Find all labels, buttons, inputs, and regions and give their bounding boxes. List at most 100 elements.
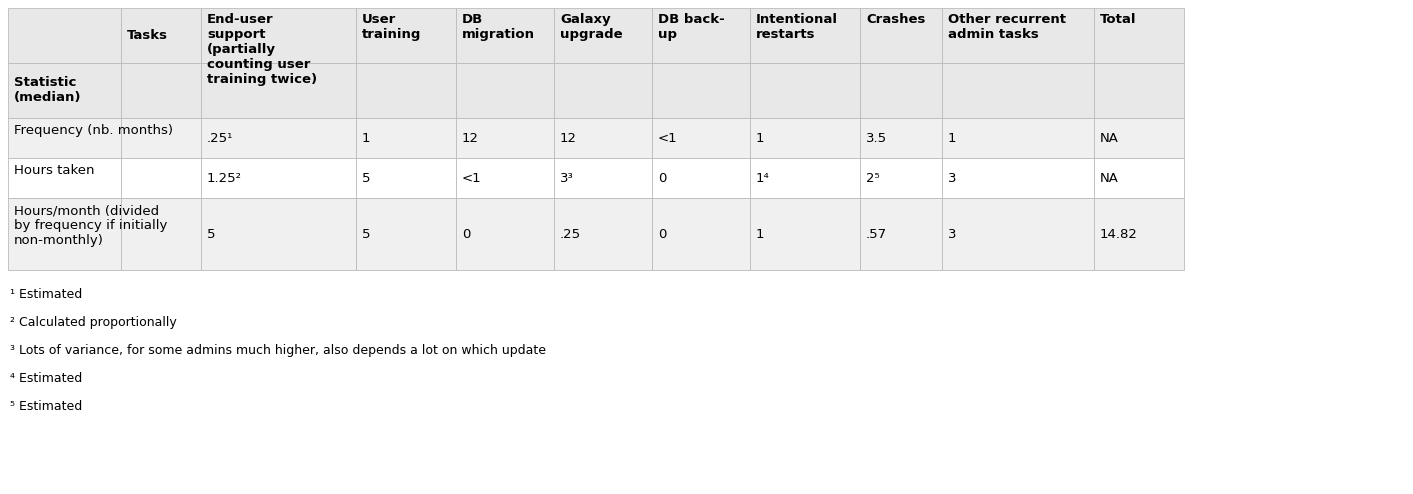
Bar <box>651 158 750 198</box>
Text: 0: 0 <box>658 228 667 241</box>
Text: ⁴ Estimated: ⁴ Estimated <box>10 372 82 385</box>
Text: 5: 5 <box>362 171 370 184</box>
Text: ² Calculated proportionally: ² Calculated proportionally <box>10 316 177 329</box>
Bar <box>651 198 750 270</box>
Bar <box>1094 8 1184 63</box>
Text: 1: 1 <box>948 131 957 145</box>
Text: DB back-
up: DB back- up <box>658 13 725 41</box>
Bar <box>122 63 201 118</box>
Text: DB
migration: DB migration <box>462 13 536 41</box>
Text: 14.82: 14.82 <box>1099 228 1137 241</box>
Bar <box>356 118 456 158</box>
Text: Crashes: Crashes <box>866 13 926 26</box>
Text: .57: .57 <box>866 228 887 241</box>
Text: 12: 12 <box>560 131 577 145</box>
Bar <box>8 63 122 118</box>
Text: <1: <1 <box>658 131 678 145</box>
Text: 12: 12 <box>462 131 479 145</box>
Bar <box>456 158 554 198</box>
Bar <box>356 158 456 198</box>
Bar <box>201 8 356 63</box>
Bar <box>356 63 456 118</box>
Text: .25: .25 <box>560 228 581 241</box>
Bar <box>1094 63 1184 118</box>
Bar <box>456 63 554 118</box>
Text: ⁵ Estimated: ⁵ Estimated <box>10 400 82 413</box>
Text: Statistic
(median): Statistic (median) <box>14 77 82 105</box>
Text: Frequency (nb. months): Frequency (nb. months) <box>14 124 172 137</box>
Text: 1: 1 <box>362 131 370 145</box>
Bar <box>554 118 651 158</box>
Text: ¹ Estimated: ¹ Estimated <box>10 288 82 301</box>
Bar <box>201 198 356 270</box>
Bar <box>750 118 861 158</box>
Bar <box>201 158 356 198</box>
Bar <box>554 8 651 63</box>
Text: 0: 0 <box>462 228 471 241</box>
Bar <box>8 118 122 158</box>
Bar <box>456 198 554 270</box>
Bar <box>861 8 942 63</box>
Text: 3.5: 3.5 <box>866 131 887 145</box>
Text: Hours/month (divided
by frequency if initially
non-monthly): Hours/month (divided by frequency if ini… <box>14 204 167 247</box>
Text: 3³: 3³ <box>560 171 574 184</box>
Bar <box>651 8 750 63</box>
Bar <box>750 158 861 198</box>
Bar <box>1094 118 1184 158</box>
Bar <box>122 198 201 270</box>
Text: <1: <1 <box>462 171 482 184</box>
Bar <box>942 198 1094 270</box>
Bar <box>750 63 861 118</box>
Text: Hours taken: Hours taken <box>14 164 95 177</box>
Bar <box>1094 198 1184 270</box>
Bar <box>356 198 456 270</box>
Bar <box>861 158 942 198</box>
Bar <box>861 63 942 118</box>
Bar <box>554 158 651 198</box>
Text: 3: 3 <box>948 171 957 184</box>
Text: Intentional
restarts: Intentional restarts <box>756 13 838 41</box>
Text: 1: 1 <box>756 131 764 145</box>
Text: 1.25²: 1.25² <box>206 171 242 184</box>
Text: Tasks: Tasks <box>127 29 168 42</box>
Bar <box>456 8 554 63</box>
Bar <box>750 8 861 63</box>
Bar <box>942 63 1094 118</box>
Text: 1⁴: 1⁴ <box>756 171 770 184</box>
Bar <box>201 63 356 118</box>
Text: NA: NA <box>1099 131 1119 145</box>
Bar <box>8 198 122 270</box>
Text: User
training: User training <box>362 13 421 41</box>
Bar <box>122 118 201 158</box>
Bar <box>554 198 651 270</box>
Bar <box>942 158 1094 198</box>
Bar <box>942 8 1094 63</box>
Text: 1: 1 <box>756 228 764 241</box>
Bar <box>8 158 122 198</box>
Text: Other recurrent
admin tasks: Other recurrent admin tasks <box>948 13 1065 41</box>
Text: Galaxy
upgrade: Galaxy upgrade <box>560 13 623 41</box>
Text: 3: 3 <box>948 228 957 241</box>
Text: 2⁵: 2⁵ <box>866 171 880 184</box>
Bar <box>651 63 750 118</box>
Bar <box>8 8 122 63</box>
Bar <box>651 118 750 158</box>
Bar <box>861 118 942 158</box>
Text: ³ Lots of variance, for some admins much higher, also depends a lot on which upd: ³ Lots of variance, for some admins much… <box>10 344 545 357</box>
Text: 5: 5 <box>362 228 370 241</box>
Bar <box>1094 158 1184 198</box>
Text: Total: Total <box>1099 13 1136 26</box>
Text: NA: NA <box>1099 171 1119 184</box>
Bar <box>861 198 942 270</box>
Bar <box>356 8 456 63</box>
Text: 5: 5 <box>206 228 216 241</box>
Bar <box>750 198 861 270</box>
Text: .25¹: .25¹ <box>206 131 233 145</box>
Bar <box>122 158 201 198</box>
Bar <box>122 8 201 63</box>
Bar <box>456 118 554 158</box>
Text: 0: 0 <box>658 171 667 184</box>
Bar <box>554 63 651 118</box>
Bar <box>942 118 1094 158</box>
Bar <box>201 118 356 158</box>
